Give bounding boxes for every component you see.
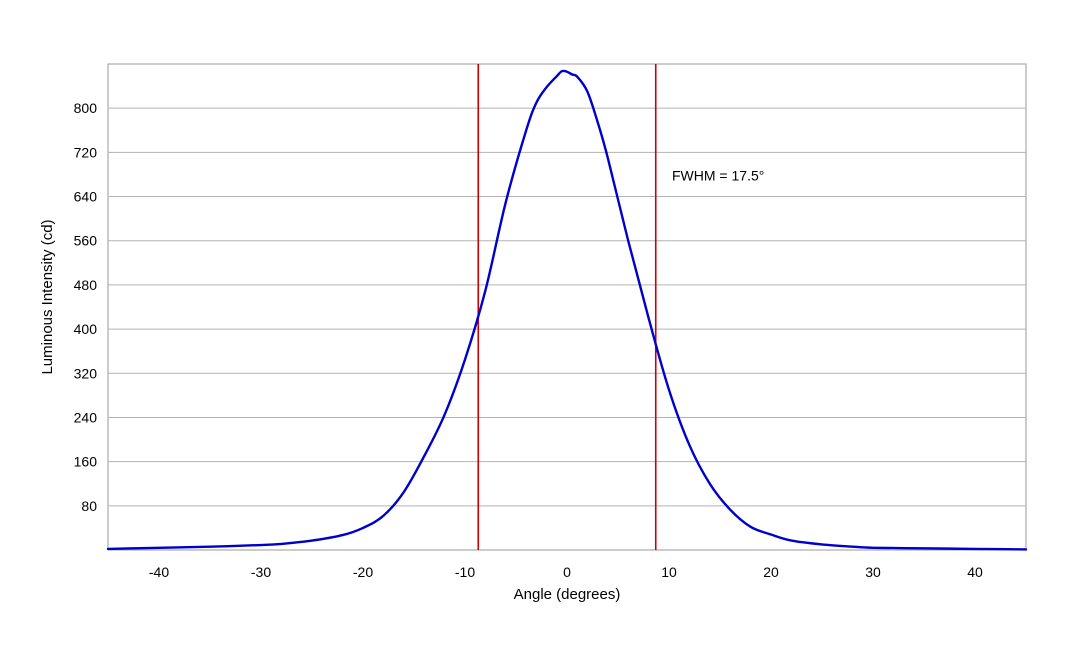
x-tick-label: 20 [763,564,779,580]
x-tick-label: -10 [455,564,475,580]
x-axis-title: Angle (degrees) [514,586,621,603]
plot-area [107,63,1027,551]
x-axis-ticks: -40 -30 -20 -10 0 10 20 30 40 [149,564,983,580]
annotations: FWHM = 17.5° [672,168,764,184]
intensity-series-line [106,69,1028,551]
fwhm-annotation: FWHM = 17.5° [672,168,764,184]
x-tick-label: 30 [865,564,881,580]
x-tick-label: 10 [661,564,677,580]
series-layer [106,69,1028,551]
y-tick-label: 400 [74,321,98,337]
y-axis-ticks: 80 160 240 320 400 480 560 640 720 800 [74,100,98,514]
y-tick-label: 80 [81,498,97,514]
x-tick-label: 0 [563,564,571,580]
y-tick-label: 720 [74,144,98,160]
y-tick-label: 160 [74,454,98,470]
y-axis-title: Luminous Intensity (cd) [39,219,56,374]
fwhm-lines [477,64,657,550]
x-tick-label: -20 [353,564,373,580]
y-tick-label: 240 [74,409,98,425]
x-tick-label: -30 [251,564,271,580]
x-tick-label: -40 [149,564,169,580]
y-tick-label: 480 [74,277,98,293]
y-tick-label: 560 [74,233,98,249]
y-tick-label: 320 [74,365,98,381]
y-tick-label: 800 [74,100,98,116]
x-tick-label: 40 [967,564,983,580]
y-tick-label: 640 [74,189,98,205]
gridlines [108,107,1026,507]
